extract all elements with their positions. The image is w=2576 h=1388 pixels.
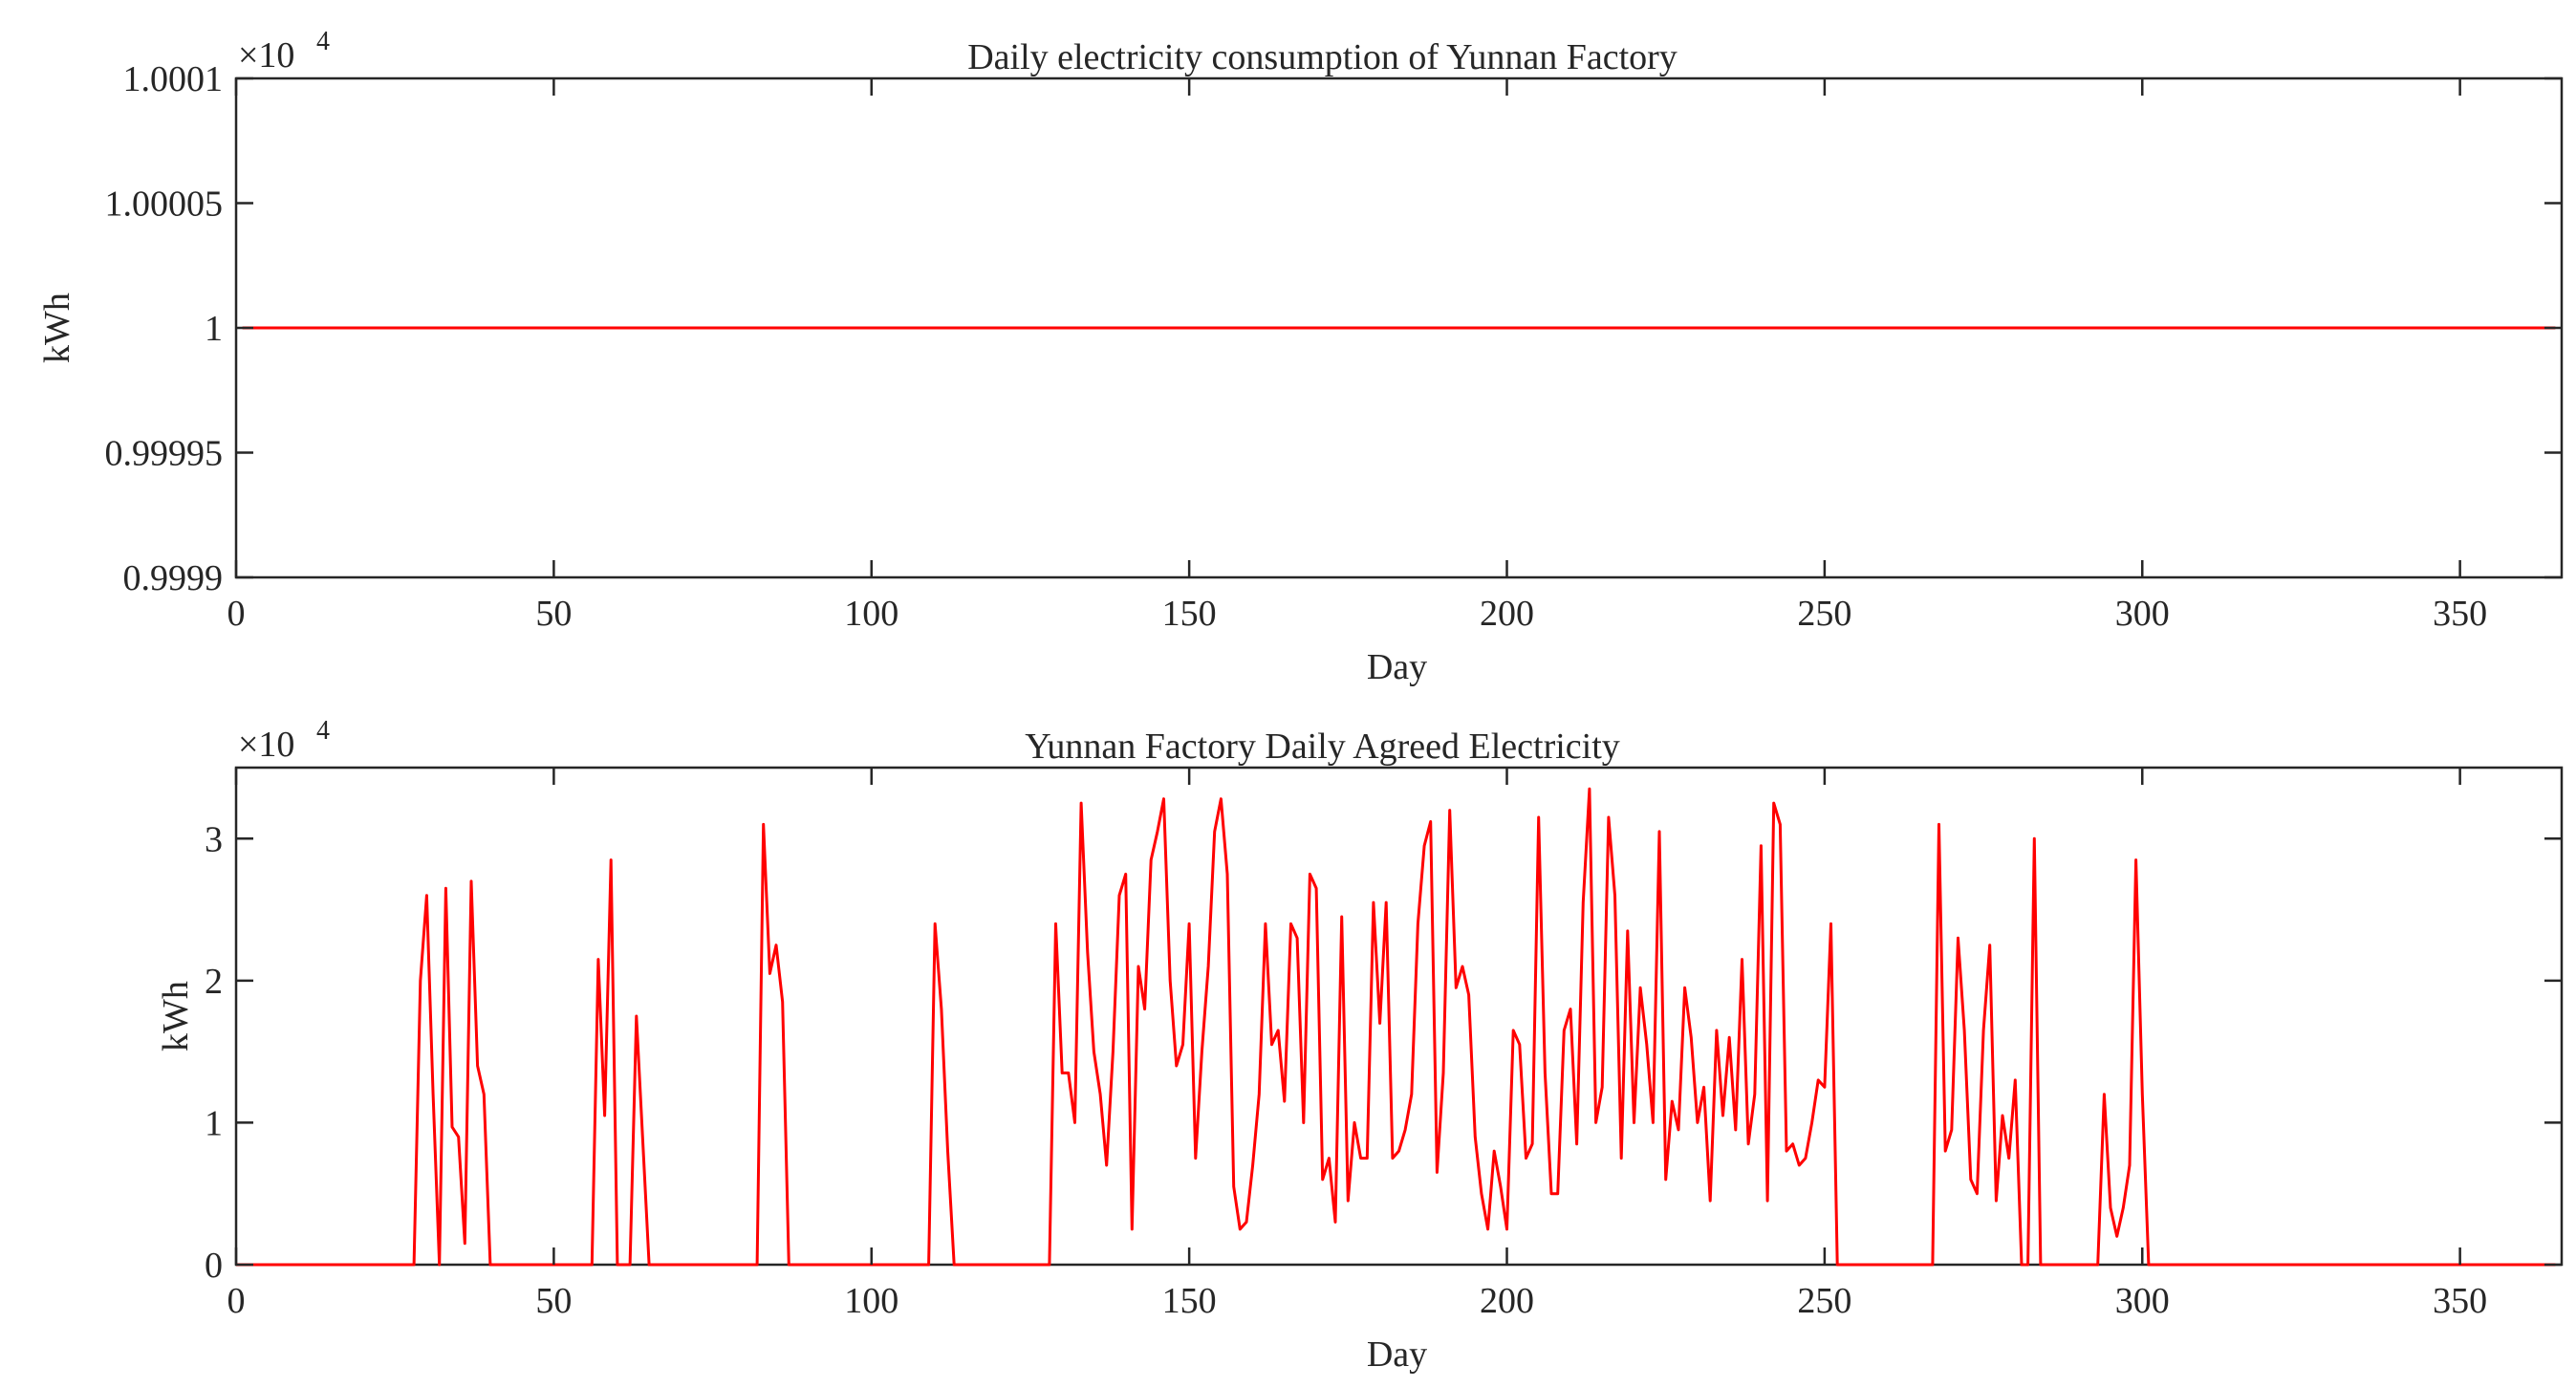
chart-1-title: Daily electricity consumption of Yunnan …: [967, 37, 1678, 77]
chart-2-series-line-1: [236, 787, 2556, 1267]
chart-1-exponent-label: ×10: [238, 35, 294, 76]
chart-2-exponent-power: 4: [316, 716, 330, 746]
chart-2-x-tick-label: 350: [2433, 1281, 2487, 1321]
chart-2-y-tick-label: 0: [205, 1246, 223, 1286]
chart-1-x-tick-label: 200: [1480, 594, 1534, 634]
chart-1-x-tick-label: 350: [2433, 594, 2487, 634]
chart-2-x-tick-label: 300: [2115, 1281, 2170, 1321]
chart-1-exponent-power: 4: [316, 27, 330, 56]
chart-1-x-axis-label: Day: [1367, 647, 1427, 687]
chart-2-x-tick-label: 150: [1162, 1281, 1217, 1321]
chart-1-y-tick-label: 0.9999: [123, 558, 224, 598]
chart-1-y-tick-label: 1.00005: [105, 184, 224, 225]
chart-2-y-axis-label: kWh: [156, 981, 196, 1052]
chart-1-x-tick-label: 250: [1797, 594, 1851, 634]
chart-2-x-tick-label: 200: [1480, 1281, 1534, 1321]
chart-1-y-tick-label: 1: [205, 309, 223, 349]
chart-2-y-tick-label: 1: [205, 1103, 223, 1143]
chart-2-title: Yunnan Factory Daily Agreed Electricity: [1025, 727, 1620, 767]
chart-1-y-axis-label: kWh: [37, 293, 77, 363]
chart-1-y-tick-label: 1.0001: [123, 59, 224, 99]
chart-2-exponent-label: ×10: [238, 725, 294, 765]
chart-2-x-axis-label: Day: [1367, 1334, 1427, 1375]
chart-1-y-tick-label: 0.99995: [105, 434, 224, 474]
chart-1-x-tick-label: 150: [1162, 594, 1217, 634]
chart-1-x-tick-label: 50: [535, 594, 572, 634]
chart-1-x-tick-label: 300: [2115, 594, 2170, 634]
chart-2-x-tick-label: 100: [844, 1281, 898, 1321]
chart-1-x-tick-label: 100: [844, 594, 898, 634]
chart-2-x-tick-label: 50: [535, 1281, 572, 1321]
chart-2-x-tick-label: 0: [227, 1281, 246, 1321]
chart-2-x-tick-label: 250: [1797, 1281, 1851, 1321]
chart-2-y-tick-label: 2: [205, 962, 223, 1002]
chart-1-x-tick-label: 0: [227, 594, 246, 634]
chart-2-axes-box: [234, 766, 2564, 1267]
chart-2-y-tick-label: 3: [205, 819, 223, 859]
